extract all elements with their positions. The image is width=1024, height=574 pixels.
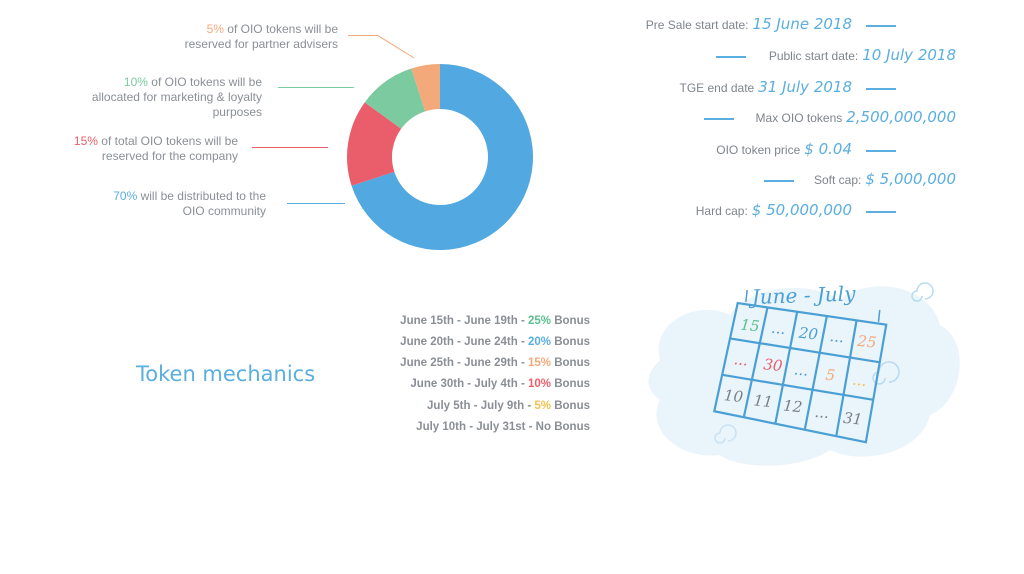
info-label: Pre Sale start date:	[645, 18, 749, 32]
bonus-row: June 20th - June 24th - 20% Bonus	[400, 336, 590, 348]
bonus-pct: 20%	[527, 336, 552, 348]
info-label: Public start date:	[768, 49, 859, 63]
bonus-suffix: Bonus	[551, 400, 590, 412]
info-dash	[866, 150, 896, 152]
bonus-row: July 5th - July 9th - 5% Bonus	[427, 400, 590, 412]
donut-chart	[347, 64, 533, 250]
info-public-start: Public start date: 10 July 2018	[769, 46, 956, 64]
calendar-title: June - July	[747, 281, 856, 309]
info-max-tokens: Max OIO tokens 2,500,000,000	[756, 108, 956, 126]
info-dash	[866, 88, 896, 90]
bonus-row: June 30th - July 4th - 10% Bonus	[410, 378, 590, 390]
info-dash	[866, 25, 896, 27]
info-label: Soft cap:	[813, 173, 862, 187]
calendar-cell: ...	[733, 350, 749, 369]
donut-slice-5	[411, 64, 440, 112]
calendar-cell: 10	[723, 386, 744, 406]
info-tge-end: TGE end date 31 July 2018	[680, 78, 853, 96]
legend-text: allocated for marketing & loyalty	[91, 90, 262, 104]
info-label: TGE end date	[679, 81, 755, 95]
legend-text: OIO community	[182, 204, 266, 218]
legend-item-15: 15% of total OIO tokens will be reserved…	[40, 134, 238, 164]
bonus-range: June 15th - June 19th -	[400, 315, 528, 327]
info-label: OIO token price	[716, 143, 801, 157]
info-value: $ 50,000,000	[751, 201, 852, 219]
calendar-cell: 15	[740, 316, 761, 336]
bonus-suffix: Bonus	[551, 315, 590, 327]
info-value: 10 July 2018	[862, 46, 956, 64]
calendar-cell: 5	[825, 366, 836, 385]
bonus-pct: 25%	[527, 315, 552, 327]
info-token-price: OIO token price $ 0.04	[716, 140, 852, 158]
info-dash	[716, 56, 746, 58]
bonus-pct: 15%	[527, 357, 552, 369]
legend-pct: 10%	[123, 75, 148, 89]
legend-text: reserved for the company	[101, 149, 238, 163]
section-title: Token mechanics	[136, 362, 316, 386]
bonus-pct: 5%	[534, 400, 552, 412]
info-value: 2,500,000,000	[846, 108, 956, 126]
info-presale-start: Pre Sale start date: 15 June 2018	[646, 15, 852, 33]
donut-slice-70	[351, 64, 533, 250]
info-hard-cap: Hard cap: $ 50,000,000	[696, 201, 852, 219]
calendar-cell: ...	[793, 360, 809, 379]
info-dash	[704, 118, 734, 120]
bonus-suffix: Bonus	[551, 357, 590, 369]
bonus-row: July 10th - July 31st - No Bonus	[416, 421, 590, 433]
legend-pct: 70%	[113, 189, 138, 203]
legend-text: of OIO tokens will be	[147, 75, 262, 89]
leader-line-5	[348, 35, 378, 36]
legend-text: of total OIO tokens will be	[97, 134, 238, 148]
bonus-row: June 15th - June 19th - 25% Bonus	[400, 315, 590, 327]
info-value: $ 5,000,000	[865, 170, 956, 188]
bonus-suffix: Bonus	[551, 336, 590, 348]
bonus-suffix: Bonus	[551, 378, 590, 390]
donut-slice-15	[347, 102, 402, 186]
legend-item-5: 5% of OIO tokens will be reserved for pa…	[150, 22, 338, 52]
legend-pct: 5%	[206, 22, 224, 36]
bonus-pct: 10%	[527, 378, 552, 390]
leader-line-15	[252, 147, 328, 148]
info-dash	[764, 180, 794, 182]
calendar-cell: 31	[842, 409, 863, 429]
legend-text: will be distributed to the	[137, 189, 266, 203]
calendar-cell: 30	[763, 355, 784, 375]
info-label: Max OIO tokens	[755, 111, 843, 125]
bonus-range: June 30th - July 4th -	[410, 378, 528, 390]
calendar-cell: ...	[814, 403, 830, 422]
legend-text: reserved for partner advisers	[184, 37, 338, 51]
bonus-range: June 25th - June 29th -	[400, 357, 528, 369]
legend-text: of OIO tokens will be	[223, 22, 338, 36]
calendar-cell: 20	[797, 324, 819, 344]
cloud-background	[648, 286, 960, 466]
info-value: $ 0.04	[804, 140, 852, 158]
calendar-cell: ...	[851, 371, 867, 390]
bonus-range: June 20th - June 24th -	[400, 336, 528, 348]
leader-line-70	[287, 203, 345, 204]
info-value: 15 June 2018	[752, 15, 852, 33]
info-value: 31 July 2018	[758, 78, 852, 96]
legend-pct: 15%	[73, 134, 98, 148]
calendar-illustration: June - July 15 ... 20 ... 25 ... 30 ... …	[648, 281, 960, 466]
info-label: Hard cap:	[695, 204, 748, 218]
legend-text: purposes	[212, 105, 262, 119]
legend-item-10: 10% of OIO tokens will be allocated for …	[40, 75, 262, 120]
calendar-cell: ...	[829, 327, 845, 346]
bonus-row: June 25th - June 29th - 15% Bonus	[400, 357, 590, 369]
legend-item-70: 70% will be distributed to the OIO commu…	[40, 189, 266, 219]
bonus-range: July 5th - July 9th -	[427, 400, 535, 412]
info-soft-cap: Soft cap: $ 5,000,000	[814, 170, 956, 188]
info-dash	[866, 211, 896, 213]
leader-diagonal-5	[376, 34, 415, 59]
calendar-cell: 25	[855, 332, 877, 352]
calendar-cell: 12	[782, 396, 803, 416]
donut-slice-10	[364, 68, 426, 129]
calendar-cell: ...	[770, 319, 786, 338]
calendar-cell: 11	[753, 391, 774, 411]
bonus-range: July 10th - July 31st - No Bonus	[416, 421, 590, 433]
leader-line-10	[278, 87, 354, 88]
